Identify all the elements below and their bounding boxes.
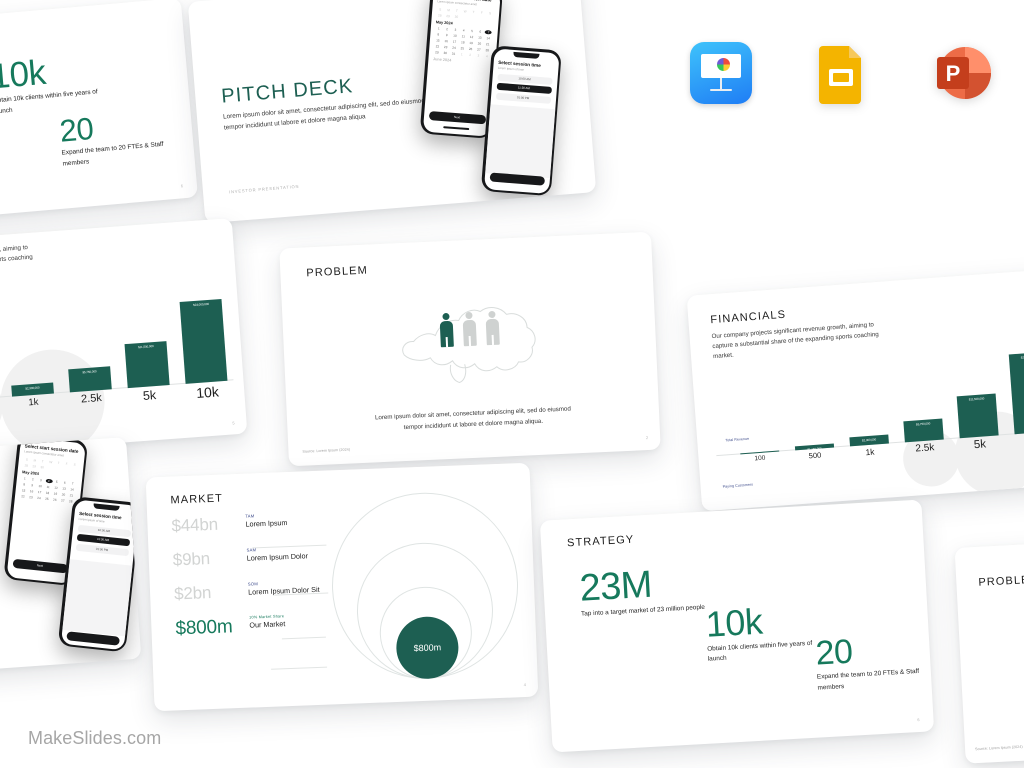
our-market-label: $800m <box>413 642 442 654</box>
strategy-stat-20: 20 Expand the team to 20 FTEs & Staff me… <box>815 631 934 693</box>
bar-value: $2,300,000 <box>25 385 40 391</box>
bar-value: $5,750,000 <box>82 369 97 375</box>
phone-mockup-time-picker: Select session time Lorem ipsum of time … <box>480 45 562 197</box>
slide-financials-partial-left[interactable]: Our company projects significant revenue… <box>0 218 248 462</box>
phone-next-label: Next <box>453 114 461 119</box>
phone-mockup-time-picker: Select session time Lorem ipsum of time … <box>57 496 142 653</box>
keynote-icon[interactable] <box>690 42 752 104</box>
bar-column: $11,500,000 <box>951 393 1004 439</box>
keynote-board <box>701 54 741 78</box>
bar-value: $11,500,000 <box>138 344 154 350</box>
svg-text:P: P <box>946 61 961 86</box>
strategy-stat-23m: 23M Tap into a target market of 23 milli… <box>579 564 710 620</box>
market-amount: $800m <box>175 616 234 640</box>
pitch-deck-footer: INVESTOR PRESENTATION <box>228 183 300 195</box>
strategy-stat-10k: 10k Obtain 10k clients within five years… <box>705 601 830 665</box>
x-tick: 10k <box>195 383 220 402</box>
bar-value: $23,000,000 <box>1020 354 1024 360</box>
market-name: Our Market <box>249 619 286 630</box>
x-tick: 10k <box>1009 433 1024 452</box>
x-tick: 5k <box>142 388 157 403</box>
problem-title: PROBLEM <box>978 573 1024 589</box>
keynote-pie-chart <box>717 58 730 71</box>
strategy-title: STRATEGY <box>566 533 635 550</box>
strategy-number: 10k <box>704 600 764 645</box>
problem-title: PROBLEM <box>306 264 369 280</box>
powerpoint-icon[interactable]: P <box>930 42 992 104</box>
financials-title: FINANCIALS <box>709 308 787 327</box>
slide-page-number: 5 <box>232 420 235 426</box>
app-icon-row: P <box>690 42 992 104</box>
slide-pitch-deck[interactable]: PITCH DECK Lorem ipsum dolor sit amet, c… <box>187 0 597 224</box>
market-circle-diagram: $800m <box>252 485 532 699</box>
keynote-stand <box>720 78 722 90</box>
bar-value: $2,300,000 <box>861 437 877 443</box>
x-tick: 2.5k <box>915 442 935 455</box>
google-slides-icon[interactable] <box>810 42 872 104</box>
problem-body: Lorem ipsum dolor sit amet, consectetur … <box>374 405 571 431</box>
financials-body: Our company projects significant revenue… <box>711 321 880 361</box>
people-group <box>437 310 501 348</box>
slide-page-number: 4 <box>523 682 526 688</box>
slide-strategy-partial-topleft[interactable]: 10k Obtain 10k clients within five years… <box>0 0 198 231</box>
bar-value: $23,000,000 <box>193 301 210 308</box>
revenue-bar-chart: $2,300,000 $5,750,000 $11,500,000 $23,00… <box>0 297 237 458</box>
x-tick: 1k <box>28 396 39 409</box>
strategy-stat-10k: 10k Obtain 10k clients within five years… <box>0 50 114 117</box>
slide-strategy[interactable]: STRATEGY 23M Tap into a target market of… <box>539 499 935 753</box>
strategy-stat-20: 20 Expand the team to 20 FTEs & Staff me… <box>58 106 182 169</box>
financials-body: Our company projects significant revenue… <box>0 244 34 273</box>
x-tick: 2.5k <box>80 392 103 406</box>
phone-notch <box>93 503 120 511</box>
bar-column: $11,500,000 <box>119 341 175 389</box>
leader-line <box>271 666 328 670</box>
x-tick: 1k <box>865 446 875 458</box>
market-name: Lorem Ipsum Dolor <box>246 551 309 563</box>
bar-value: $11,500,000 <box>968 396 985 402</box>
strategy-number: 23M <box>578 563 653 610</box>
x-tick: 5k <box>973 438 987 452</box>
market-amount: $2bn <box>173 583 212 604</box>
person-highlighted <box>437 312 455 348</box>
slide-page-number: 6 <box>917 716 920 723</box>
phone-content-placeholder <box>484 103 555 178</box>
calendar-next-month: June 2024 <box>432 57 452 63</box>
x-tick: 100 <box>754 454 766 463</box>
slide-market[interactable]: MARKET $44bn TAM Lorem Ipsum $9bn SAM Lo… <box>145 462 539 712</box>
x-tick: 500 <box>0 399 2 412</box>
strategy-number: 20 <box>814 632 854 673</box>
brand-wordmark: MakeSlides.com <box>28 728 162 748</box>
slide-problem-partial-right[interactable]: PROBLEM Source: Lorem Ipsum (2024) <box>954 532 1024 764</box>
problem-source: Source: Lorem Ipsum (2024) <box>975 744 1023 752</box>
person-muted <box>483 310 501 346</box>
bar-column: $5,750,000 <box>898 418 950 443</box>
market-amount: $9bn <box>172 549 211 570</box>
slide-page-number: 6 <box>180 183 184 189</box>
market-name: Lorem Ipsum <box>245 518 288 529</box>
slide-problem[interactable]: PROBLEM Lorem ipsum dolor sit amet, cons… <box>279 231 661 467</box>
time-option[interactable]: 01:00 PM <box>495 92 551 104</box>
phone-content-placeholder <box>61 558 133 636</box>
slide-financials[interactable]: FINANCIALS Our company projects signific… <box>686 268 1024 512</box>
slide-pitch-deck-partial-bottomleft[interactable]: Select start session date Lorem ipsum co… <box>0 437 142 681</box>
market-amount: $44bn <box>171 514 219 536</box>
phone-next-button[interactable]: Next <box>428 110 486 124</box>
bar-value: $5,750,000 <box>915 421 931 427</box>
map-illustration <box>387 286 551 393</box>
bar-column: $5,750,000 <box>63 366 118 393</box>
slide-page-number: 2 <box>645 435 649 441</box>
time-option-selected[interactable]: 11:30 AM <box>496 82 552 94</box>
bar-column: $23,000,000 <box>1003 351 1024 435</box>
problem-source: Source: Lorem Ipsum (2024) <box>302 447 351 454</box>
market-title: MARKET <box>170 492 224 507</box>
person-muted <box>460 311 478 347</box>
phone-home-indicator <box>443 126 470 130</box>
phone-notch <box>513 51 540 59</box>
revenue-bar-chart: Total Revenue Paying Customers $1,150,00… <box>710 347 1024 502</box>
keynote-base <box>710 89 732 91</box>
bar-column: $23,000,000 <box>174 298 233 385</box>
phone-next-button[interactable]: Next <box>12 558 68 573</box>
